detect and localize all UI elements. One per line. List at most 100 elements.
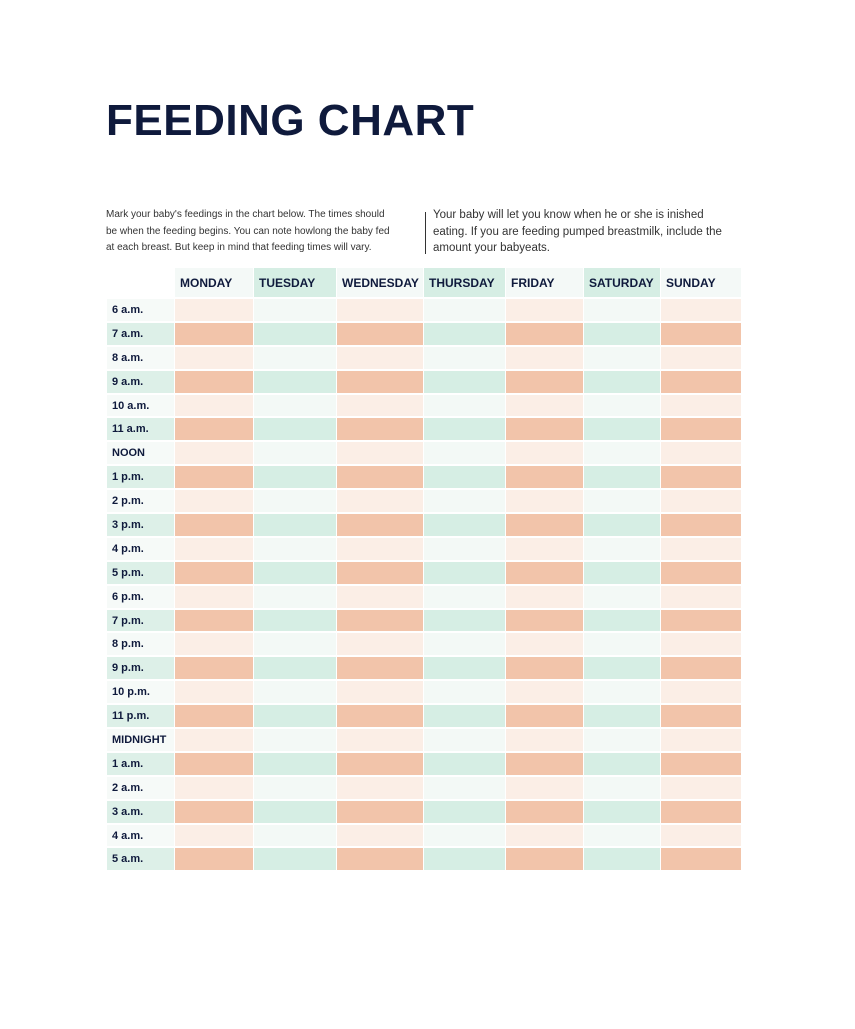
entry-cell [424, 322, 506, 347]
entry-cell [337, 800, 424, 825]
entry-cell [661, 514, 742, 538]
time-row: 6 p.m. [107, 585, 742, 610]
divider [425, 212, 426, 254]
entry-cell [661, 752, 742, 777]
intro-line: Mark your baby's feedings in the chart b… [106, 209, 385, 220]
entry-cell [424, 848, 506, 873]
time-label: 2 p.m. [107, 490, 175, 515]
entry-cell [584, 752, 661, 777]
entry-cell [506, 729, 584, 753]
time-row: 5 p.m. [107, 561, 742, 586]
time-label: 8 p.m. [107, 633, 175, 658]
entry-cell [337, 681, 424, 706]
entry-cell [424, 800, 506, 825]
entry-cell [337, 370, 424, 395]
entry-cell [584, 800, 661, 825]
entry-cell [175, 633, 254, 658]
time-label: 3 a.m. [107, 800, 175, 825]
intro-line: eating. If you are feeding pumped breast… [433, 225, 722, 238]
entry-cell [584, 299, 661, 323]
entry-cell [175, 752, 254, 777]
entry-cell [337, 466, 424, 491]
time-label: 11 a.m. [107, 418, 175, 443]
entry-cell [337, 561, 424, 586]
intro-line: at each breast. But keep in mind that fe… [106, 242, 372, 253]
feeding-table: MONDAY TUESDAY WEDNESDAY THURSDAY FRIDAY SATU… [107, 268, 742, 873]
day-header: SUNDAY [661, 268, 742, 299]
entry-cell [337, 705, 424, 730]
entry-cell [584, 490, 661, 515]
entry-cell [661, 681, 742, 706]
entry-cell [506, 514, 584, 538]
entry-cell [337, 299, 424, 323]
entry-cell [584, 322, 661, 347]
entry-cell [254, 633, 337, 658]
time-row: 10 a.m. [107, 394, 742, 419]
time-row: 1 a.m. [107, 752, 742, 777]
entry-cell [175, 729, 254, 753]
entry-cell [254, 322, 337, 347]
entry-cell [337, 514, 424, 538]
entry-cell [337, 537, 424, 562]
corner-cell [107, 268, 175, 299]
entry-cell [506, 299, 584, 323]
entry-cell [506, 394, 584, 419]
entry-cell [337, 633, 424, 658]
entry-cell [424, 585, 506, 610]
entry-cell [254, 681, 337, 706]
entry-cell [337, 585, 424, 610]
entry-cell [424, 490, 506, 515]
entry-cell [254, 466, 337, 491]
entry-cell [661, 442, 742, 467]
entry-cell [661, 633, 742, 658]
entry-cell [254, 394, 337, 419]
time-label: NOON [107, 442, 175, 467]
entry-cell [506, 705, 584, 730]
entry-cell [506, 681, 584, 706]
entry-cell [584, 585, 661, 610]
entry-cell [254, 800, 337, 825]
entry-cell [424, 346, 506, 371]
entry-cell [506, 442, 584, 467]
entry-cell [254, 609, 337, 634]
time-row: 3 a.m. [107, 800, 742, 825]
day-header: TUESDAY [254, 268, 337, 299]
entry-cell [661, 322, 742, 347]
entry-cell [337, 776, 424, 801]
entry-cell [254, 729, 337, 753]
entry-cell [424, 729, 506, 753]
entry-cell [424, 466, 506, 491]
entry-cell [506, 800, 584, 825]
entry-cell [584, 561, 661, 586]
entry-cell [337, 394, 424, 419]
entry-cell [175, 514, 254, 538]
entry-cell [661, 466, 742, 491]
time-row: MIDNIGHT [107, 729, 742, 753]
entry-cell [175, 585, 254, 610]
time-row: 10 p.m. [107, 681, 742, 706]
day-header: WEDNESDAY [337, 268, 424, 299]
entry-cell [506, 609, 584, 634]
entry-cell [661, 561, 742, 586]
entry-cell [337, 322, 424, 347]
entry-cell [175, 394, 254, 419]
entry-cell [254, 537, 337, 562]
entry-cell [337, 442, 424, 467]
entry-cell [175, 657, 254, 682]
entry-cell [424, 657, 506, 682]
time-label: 6 p.m. [107, 585, 175, 610]
entry-cell [506, 322, 584, 347]
entry-cell [661, 705, 742, 730]
entry-cell [175, 824, 254, 849]
entry-cell [175, 466, 254, 491]
entry-cell [506, 418, 584, 443]
entry-cell [337, 346, 424, 371]
entry-cell [175, 776, 254, 801]
intro-right: Your baby will let you know when he or s… [433, 207, 722, 257]
entry-cell [175, 322, 254, 347]
entry-cell [337, 729, 424, 753]
title: FEEDING CHART [106, 96, 475, 145]
time-row: 4 p.m. [107, 537, 742, 562]
time-label: 9 p.m. [107, 657, 175, 682]
entry-cell [424, 537, 506, 562]
